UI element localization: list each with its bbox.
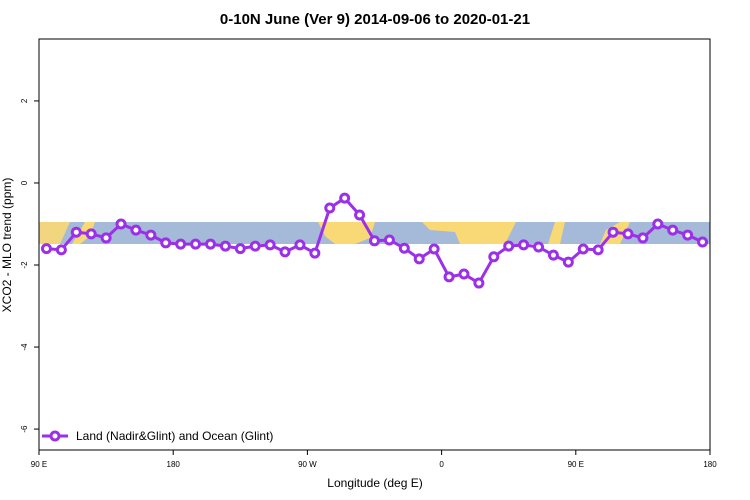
point: [473, 277, 485, 289]
point: [70, 226, 82, 238]
point: [115, 218, 127, 230]
plot-frame: [38, 38, 711, 451]
point: [592, 244, 604, 256]
y-tick-label: -6: [20, 425, 29, 433]
point: [249, 240, 261, 252]
point: [279, 246, 291, 258]
point: [413, 253, 425, 265]
x-tick-label: 180: [167, 460, 181, 469]
point: [324, 202, 336, 214]
point: [428, 243, 440, 255]
legend: Land (Nadir&Glint) and Ocean (Glint): [42, 429, 273, 443]
legend-label: Land (Nadir&Glint) and Ocean (Glint): [76, 429, 273, 443]
point: [264, 239, 276, 251]
land-shape: [548, 222, 565, 244]
point: [339, 192, 351, 204]
chart-title: 0-10N June (Ver 9) 2014-09-06 to 2020-01…: [220, 11, 530, 28]
point: [577, 243, 589, 255]
point: [443, 271, 455, 283]
point: [175, 238, 187, 250]
point: [145, 229, 157, 241]
point: [697, 236, 709, 248]
point: [354, 209, 366, 221]
point: [562, 256, 574, 268]
ocean-band: [39, 222, 710, 244]
point: [309, 247, 321, 259]
point: [488, 251, 500, 263]
map-strip: [39, 222, 710, 244]
y-tick-label: 0: [20, 180, 29, 185]
x-tick-label: 90 W: [298, 460, 317, 469]
x-axis-label: Longitude (deg E): [327, 476, 422, 490]
legend-marker: [49, 430, 61, 442]
x-tick-label: 90 E: [568, 460, 584, 469]
land-shape: [318, 222, 375, 244]
point: [85, 228, 97, 240]
point: [160, 237, 172, 249]
point: [383, 234, 395, 246]
point: [637, 232, 649, 244]
point: [55, 244, 67, 256]
point: [503, 240, 515, 252]
point: [130, 224, 142, 236]
point: [398, 242, 410, 254]
point: [547, 249, 559, 261]
point: [622, 228, 634, 240]
point: [40, 243, 52, 255]
y-tick-label: 2: [20, 98, 29, 103]
point: [652, 218, 664, 230]
y-tick-label: -4: [20, 343, 29, 351]
point: [204, 238, 216, 250]
point: [190, 238, 202, 250]
point: [682, 229, 694, 241]
land-shape: [422, 222, 516, 244]
point: [607, 226, 619, 238]
point: [458, 268, 470, 280]
point: [667, 224, 679, 236]
point: [100, 232, 112, 244]
x-tick-label: 0: [439, 460, 444, 469]
point: [369, 235, 380, 247]
x-tick-label: 90 E: [31, 460, 47, 469]
point: [294, 239, 306, 251]
point: [219, 240, 231, 252]
y-axis-label: XCO2 - MLO trend (ppm): [0, 178, 14, 313]
point: [533, 241, 545, 253]
land-shape: [39, 222, 70, 244]
y-tick-label: -2: [20, 261, 29, 269]
x-tick-label: 180: [703, 460, 717, 469]
point: [234, 243, 246, 255]
point: [518, 239, 530, 251]
